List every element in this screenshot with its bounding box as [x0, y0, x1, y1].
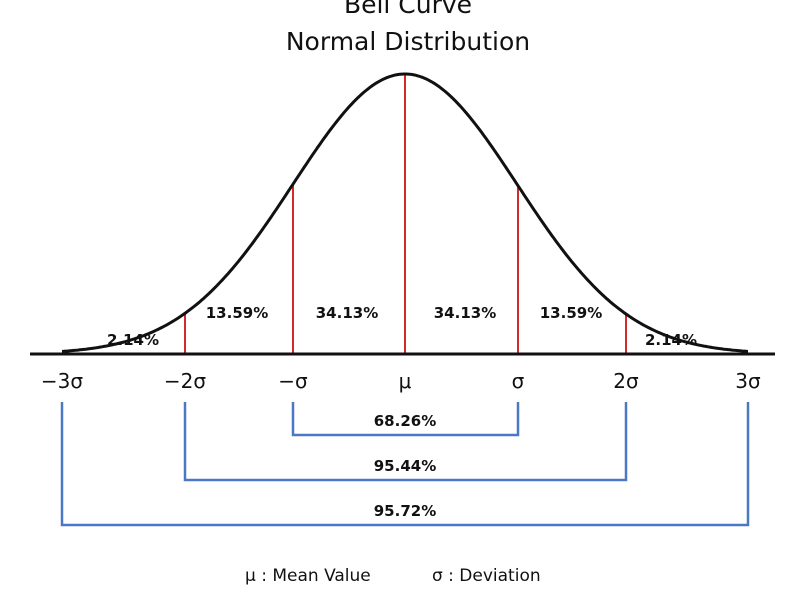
- bracket-two-sigma: [183, 402, 628, 482]
- legend-deviation: σ : Deviation: [432, 566, 541, 586]
- tick-label-pos3-sigma: 3σ: [735, 369, 761, 393]
- region-label-neg3-neg2: 2.14%: [107, 331, 159, 349]
- region-label-neg1-mean: 34.13%: [316, 304, 378, 322]
- region-label-neg2-neg1: 13.59%: [206, 304, 268, 322]
- tick-label-neg2-sigma: −2σ: [164, 369, 206, 393]
- region-label-pos1-pos2: 13.59%: [540, 304, 602, 322]
- bracket-label-one-sigma: 68.26%: [374, 412, 436, 430]
- legend-mean-value: μ : Mean Value: [245, 566, 371, 586]
- title-line-1: Bell Curve: [344, 0, 472, 19]
- bracket-label-two-sigma: 95.44%: [374, 457, 436, 475]
- bracket-label-three-sigma: 95.72%: [374, 502, 436, 520]
- region-label-mean-pos1: 34.13%: [434, 304, 496, 322]
- sigma-divider-lines: [184, 74, 627, 354]
- tick-label-pos2-sigma: 2σ: [613, 369, 639, 393]
- tick-label-neg1-sigma: −σ: [278, 369, 308, 393]
- bracket-one-sigma: [291, 402, 520, 437]
- tick-label-neg3-sigma: −3σ: [41, 369, 83, 393]
- tick-label-pos1-sigma: σ: [512, 369, 525, 393]
- tick-label-mean: μ: [399, 369, 412, 393]
- title-line-2: Normal Distribution: [286, 27, 530, 56]
- bell-curve: [61, 72, 749, 353]
- region-label-pos2-pos3: 2.14%: [645, 331, 697, 349]
- bracket-three-sigma: [60, 402, 750, 527]
